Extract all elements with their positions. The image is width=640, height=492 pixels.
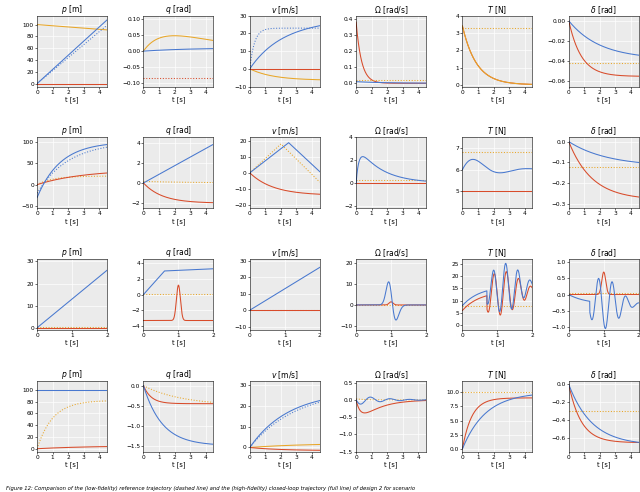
X-axis label: t [s]: t [s]	[172, 461, 185, 468]
Title: $T$ [N]: $T$ [N]	[488, 369, 508, 381]
X-axis label: t [s]: t [s]	[385, 96, 398, 103]
Title: $\delta$ [rad]: $\delta$ [rad]	[590, 4, 617, 16]
Title: $v$ [m/s]: $v$ [m/s]	[271, 4, 299, 16]
Title: $T$ [N]: $T$ [N]	[488, 4, 508, 16]
Title: $T$ [N]: $T$ [N]	[488, 247, 508, 259]
Title: $p$ [m]: $p$ [m]	[61, 246, 83, 259]
Title: $q$ [rad]: $q$ [rad]	[165, 368, 192, 381]
X-axis label: t [s]: t [s]	[597, 218, 611, 224]
X-axis label: t [s]: t [s]	[278, 218, 291, 224]
X-axis label: t [s]: t [s]	[385, 461, 398, 468]
Title: $p$ [m]: $p$ [m]	[61, 368, 83, 381]
Title: $q$ [rad]: $q$ [rad]	[165, 3, 192, 16]
X-axis label: t [s]: t [s]	[385, 339, 398, 346]
Title: $\Omega$ [rad/s]: $\Omega$ [rad/s]	[374, 4, 408, 16]
Title: $v$ [m/s]: $v$ [m/s]	[271, 247, 299, 259]
X-axis label: t [s]: t [s]	[172, 339, 185, 346]
Title: $q$ [rad]: $q$ [rad]	[165, 124, 192, 137]
X-axis label: t [s]: t [s]	[65, 461, 79, 468]
Title: $\Omega$ [rad/s]: $\Omega$ [rad/s]	[374, 247, 408, 259]
Title: $\delta$ [rad]: $\delta$ [rad]	[590, 247, 617, 259]
Title: $q$ [rad]: $q$ [rad]	[165, 246, 192, 259]
Title: $p$ [m]: $p$ [m]	[61, 3, 83, 16]
X-axis label: t [s]: t [s]	[597, 461, 611, 468]
Title: $v$ [m/s]: $v$ [m/s]	[271, 126, 299, 137]
X-axis label: t [s]: t [s]	[491, 96, 504, 103]
Title: $\Omega$ [rad/s]: $\Omega$ [rad/s]	[374, 126, 408, 137]
X-axis label: t [s]: t [s]	[597, 339, 611, 346]
X-axis label: t [s]: t [s]	[65, 339, 79, 346]
Text: Figure 12: Comparison of the (low-fidelity) reference trajectory (dashed line) a: Figure 12: Comparison of the (low-fideli…	[6, 486, 415, 491]
Title: $\delta$ [rad]: $\delta$ [rad]	[590, 369, 617, 381]
X-axis label: t [s]: t [s]	[491, 218, 504, 224]
X-axis label: t [s]: t [s]	[65, 96, 79, 103]
Title: $\delta$ [rad]: $\delta$ [rad]	[590, 126, 617, 137]
X-axis label: t [s]: t [s]	[278, 339, 291, 346]
Title: $\Omega$ [rad/s]: $\Omega$ [rad/s]	[374, 369, 408, 381]
Title: $v$ [m/s]: $v$ [m/s]	[271, 369, 299, 381]
X-axis label: t [s]: t [s]	[491, 339, 504, 346]
Title: $p$ [m]: $p$ [m]	[61, 124, 83, 137]
X-axis label: t [s]: t [s]	[172, 218, 185, 224]
X-axis label: t [s]: t [s]	[491, 461, 504, 468]
X-axis label: t [s]: t [s]	[65, 218, 79, 224]
X-axis label: t [s]: t [s]	[385, 218, 398, 224]
X-axis label: t [s]: t [s]	[278, 96, 291, 103]
X-axis label: t [s]: t [s]	[172, 96, 185, 103]
Title: $T$ [N]: $T$ [N]	[488, 126, 508, 137]
X-axis label: t [s]: t [s]	[278, 461, 291, 468]
X-axis label: t [s]: t [s]	[597, 96, 611, 103]
